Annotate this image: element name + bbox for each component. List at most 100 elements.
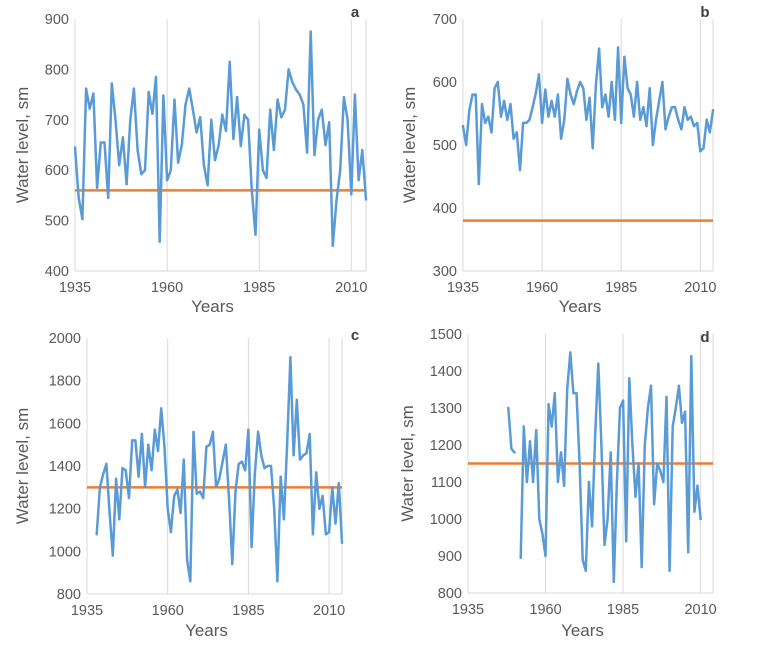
data-point (563, 118, 566, 122)
series-line (95, 355, 344, 583)
data-point (227, 496, 231, 500)
data-point (562, 484, 566, 487)
data-point (652, 503, 656, 506)
data-point (593, 432, 597, 436)
chart-panel-d: 800 900 1000 1100 1200 1300 1400 1500 1935 1960 19… (398, 327, 717, 640)
data-point (584, 569, 588, 572)
data-point (103, 141, 106, 144)
data-point (537, 73, 541, 76)
data-point (243, 113, 246, 116)
data-point (518, 169, 522, 172)
x-axis-label: Years (559, 297, 602, 316)
data-point (519, 556, 522, 560)
data-point (680, 421, 684, 424)
x-tick-label: 1935 (447, 280, 479, 296)
data-point (246, 118, 250, 122)
data-point (137, 475, 140, 478)
data-point (658, 99, 661, 103)
data-point (176, 488, 179, 491)
data-point (674, 406, 677, 410)
data-point (575, 90, 579, 93)
data-point (309, 30, 312, 33)
data-point (182, 458, 186, 461)
data-point (676, 118, 680, 122)
y-tick-label: 1200 (430, 438, 462, 454)
data-point (606, 517, 609, 521)
data-point (665, 395, 668, 399)
data-point (185, 558, 189, 562)
chart-panel-a: 400 500 600 700 800 900 1935 1960 1985 2010 Years W… (13, 4, 367, 316)
data-point (143, 486, 147, 489)
data-point (132, 87, 136, 90)
data-point (553, 392, 557, 395)
data-point (631, 443, 634, 447)
data-point (191, 108, 195, 111)
data-point (646, 406, 650, 410)
y-tick-label: 900 (438, 549, 462, 565)
y-tick-label: 300 (433, 264, 457, 280)
data-point (173, 98, 176, 101)
data-point (331, 486, 334, 489)
data-point (702, 146, 705, 150)
data-point (621, 399, 625, 402)
data-point (150, 469, 153, 472)
data-point (294, 88, 298, 91)
data-point (314, 471, 318, 474)
data-point (708, 131, 712, 134)
data-point (261, 169, 265, 172)
x-tick-label: 2010 (684, 280, 716, 296)
data-point (276, 98, 279, 101)
data-point (169, 169, 172, 172)
data-point (324, 143, 327, 147)
data-point (206, 184, 209, 187)
data-point (169, 530, 173, 534)
data-point (239, 144, 242, 148)
data-point (474, 93, 477, 96)
y-tick-label: 700 (433, 12, 457, 28)
data-point (156, 449, 160, 453)
data-point (468, 109, 471, 112)
x-tick-label: 1935 (59, 280, 91, 296)
data-point (629, 93, 632, 96)
data-point (111, 554, 115, 557)
data-point (585, 118, 588, 122)
data-point (121, 466, 124, 470)
y-axis-label: Water level, sm (13, 408, 32, 525)
data-point (464, 143, 468, 147)
series-line (73, 30, 368, 248)
data-point (601, 106, 604, 109)
data-point (335, 199, 338, 202)
data-point (298, 458, 302, 461)
data-point (342, 95, 346, 99)
y-tick-label: 600 (45, 163, 69, 179)
data-point (302, 103, 305, 106)
data-point (509, 102, 512, 106)
data-point (311, 533, 315, 536)
data-point (313, 153, 316, 157)
data-point (165, 179, 169, 182)
data-point (639, 118, 642, 122)
data-point (566, 77, 569, 81)
data-point (540, 121, 544, 125)
y-tick-label: 700 (45, 113, 69, 129)
data-point (680, 128, 683, 131)
data-point (547, 403, 550, 406)
data-point (364, 198, 368, 201)
data-point (280, 116, 283, 119)
data-point (266, 464, 269, 468)
x-tick-label: 2010 (684, 602, 716, 618)
data-point (218, 477, 221, 480)
data-point (184, 103, 187, 106)
x-tick-label: 1960 (151, 280, 183, 296)
data-point (705, 118, 708, 122)
y-tick-label: 500 (45, 214, 69, 230)
data-point (513, 451, 516, 454)
data-point (198, 490, 202, 493)
data-point (235, 95, 239, 99)
data-point (604, 93, 607, 96)
x-tick-label: 1960 (529, 602, 561, 618)
data-point (531, 480, 535, 484)
data-point (350, 193, 353, 196)
data-point (610, 80, 613, 84)
data-point (538, 517, 541, 521)
